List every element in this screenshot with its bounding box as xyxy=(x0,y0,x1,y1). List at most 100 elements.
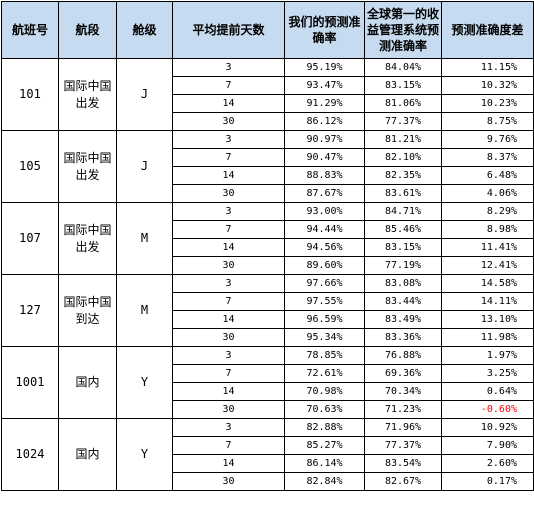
accuracy-diff-cell: 8.75% xyxy=(441,112,534,131)
global-accuracy-cell: 84.04% xyxy=(364,58,442,77)
our-accuracy-cell: 70.98% xyxy=(284,382,365,401)
accuracy-diff-cell: 8.29% xyxy=(441,202,534,221)
days-ahead-cell: 7 xyxy=(172,148,285,167)
route-cell: 国际中国出发 xyxy=(58,202,117,275)
days-ahead-cell: 30 xyxy=(172,112,285,131)
global-accuracy-cell: 69.36% xyxy=(364,364,442,383)
accuracy-diff-cell: 8.98% xyxy=(441,220,534,239)
days-ahead-cell: 14 xyxy=(172,382,285,401)
global-accuracy-cell: 83.08% xyxy=(364,274,442,293)
table-row: 107 国际中国出发 M 3 93.00% 84.71% 8.29% xyxy=(1,202,534,275)
global-accuracy-cell: 77.19% xyxy=(364,256,442,275)
table-row: 30 86.12% 77.37% 8.75% xyxy=(2,112,534,131)
days-ahead-cell: 30 xyxy=(172,328,285,347)
flight-number-cell: 105 xyxy=(1,130,59,203)
our-accuracy-cell: 94.56% xyxy=(284,238,365,257)
days-ahead-cell: 30 xyxy=(172,400,285,419)
global-accuracy-cell: 83.61% xyxy=(364,184,442,203)
route-cell: 国际中国出发 xyxy=(58,130,117,203)
table-row: 14 86.14% 83.54% 2.60% xyxy=(2,454,534,473)
table-row: 1024 国内 Y 3 82.88% 71.96% 10.92% xyxy=(1,418,534,491)
accuracy-diff-cell: 6.48% xyxy=(441,166,534,185)
accuracy-diff-cell: 10.23% xyxy=(441,94,534,113)
header-route: 航段 xyxy=(58,1,117,59)
days-ahead-cell: 3 xyxy=(172,418,285,437)
days-ahead-cell: 7 xyxy=(172,76,285,95)
global-accuracy-cell: 77.37% xyxy=(364,436,442,455)
accuracy-diff-cell: 14.11% xyxy=(441,292,534,311)
accuracy-diff-cell: 4.06% xyxy=(441,184,534,203)
accuracy-diff-cell: 11.15% xyxy=(441,58,534,77)
our-accuracy-cell: 97.55% xyxy=(284,292,365,311)
global-accuracy-cell: 82.10% xyxy=(364,148,442,167)
our-accuracy-cell: 85.27% xyxy=(284,436,365,455)
accuracy-diff-cell: 0.17% xyxy=(441,472,534,491)
header-class: 舱级 xyxy=(116,1,173,59)
accuracy-diff-cell: 10.32% xyxy=(441,76,534,95)
our-accuracy-cell: 82.84% xyxy=(284,472,365,491)
global-accuracy-cell: 71.96% xyxy=(364,418,442,437)
days-ahead-cell: 3 xyxy=(172,346,285,365)
days-ahead-cell: 14 xyxy=(172,166,285,185)
days-ahead-cell: 3 xyxy=(172,202,285,221)
global-accuracy-cell: 71.23% xyxy=(364,400,442,419)
cabin-class-cell: M xyxy=(116,274,173,347)
our-accuracy-cell: 96.59% xyxy=(284,310,365,329)
accuracy-diff-cell: 12.41% xyxy=(441,256,534,275)
our-accuracy-cell: 95.34% xyxy=(284,328,365,347)
table-row: 7 93.47% 83.15% 10.32% xyxy=(2,76,534,95)
table-row: 14 88.83% 82.35% 6.48% xyxy=(2,166,534,185)
header-accuracy-diff: 预测准确度差 xyxy=(441,1,534,59)
days-ahead-cell: 7 xyxy=(172,220,285,239)
accuracy-diff-cell: 13.10% xyxy=(441,310,534,329)
accuracy-diff-cell: 8.37% xyxy=(441,148,534,167)
table-row: 105 国际中国出发 J 3 90.97% 81.21% 9.76% xyxy=(1,130,534,203)
global-accuracy-cell: 77.37% xyxy=(364,112,442,131)
global-accuracy-cell: 81.06% xyxy=(364,94,442,113)
header-row: 航班号 航段 舱级 平均提前天数 我们的预测准确率 全球第一的收益管理系统预测准… xyxy=(1,1,534,59)
days-ahead-cell: 14 xyxy=(172,94,285,113)
cabin-class-cell: J xyxy=(116,58,173,131)
days-ahead-cell: 3 xyxy=(172,58,285,77)
global-accuracy-cell: 81.21% xyxy=(364,130,442,149)
accuracy-diff-cell: 9.76% xyxy=(441,130,534,149)
global-accuracy-cell: 83.15% xyxy=(364,238,442,257)
accuracy-diff-cell: 7.90% xyxy=(441,436,534,455)
cabin-class-cell: J xyxy=(116,130,173,203)
accuracy-diff-cell: 2.60% xyxy=(441,454,534,473)
our-accuracy-cell: 86.12% xyxy=(284,112,365,131)
cabin-class-cell: Y xyxy=(116,418,173,491)
our-accuracy-cell: 93.47% xyxy=(284,76,365,95)
forecast-accuracy-table: 航班号 航段 舱级 平均提前天数 我们的预测准确率 全球第一的收益管理系统预测准… xyxy=(1,1,534,491)
our-accuracy-cell: 78.85% xyxy=(284,346,365,365)
global-accuracy-cell: 82.67% xyxy=(364,472,442,491)
global-accuracy-cell: 83.15% xyxy=(364,76,442,95)
our-accuracy-cell: 88.83% xyxy=(284,166,365,185)
flight-number-cell: 107 xyxy=(1,202,59,275)
days-ahead-cell: 3 xyxy=(172,274,285,293)
flight-number-cell: 1001 xyxy=(1,346,59,419)
table-row: 7 97.55% 83.44% 14.11% xyxy=(2,292,534,311)
header-our-accuracy: 我们的预测准确率 xyxy=(284,1,365,59)
route-cell: 国内 xyxy=(58,346,117,419)
flight-number-cell: 101 xyxy=(1,58,59,131)
accuracy-diff-cell: 11.41% xyxy=(441,238,534,257)
global-accuracy-cell: 83.49% xyxy=(364,310,442,329)
table-row: 127 国际中国到达 M 3 97.66% 83.08% 14.58% xyxy=(1,274,534,347)
table-row: 30 89.60% 77.19% 12.41% xyxy=(2,256,534,275)
global-accuracy-cell: 83.44% xyxy=(364,292,442,311)
days-ahead-cell: 7 xyxy=(172,292,285,311)
table-row: 30 87.67% 83.61% 4.06% xyxy=(2,184,534,203)
our-accuracy-cell: 97.66% xyxy=(284,274,365,293)
table-row: 30 95.34% 83.36% 11.98% xyxy=(2,328,534,347)
our-accuracy-cell: 72.61% xyxy=(284,364,365,383)
header-flight: 航班号 xyxy=(1,1,59,59)
days-ahead-cell: 30 xyxy=(172,472,285,491)
accuracy-diff-cell: 11.98% xyxy=(441,328,534,347)
our-accuracy-cell: 87.67% xyxy=(284,184,365,203)
days-ahead-cell: 7 xyxy=(172,436,285,455)
table-row: 101 国际中国出发 J 3 95.19% 84.04% 11.15% xyxy=(1,58,534,131)
days-ahead-cell: 14 xyxy=(172,310,285,329)
header-days: 平均提前天数 xyxy=(172,1,285,59)
days-ahead-cell: 30 xyxy=(172,184,285,203)
